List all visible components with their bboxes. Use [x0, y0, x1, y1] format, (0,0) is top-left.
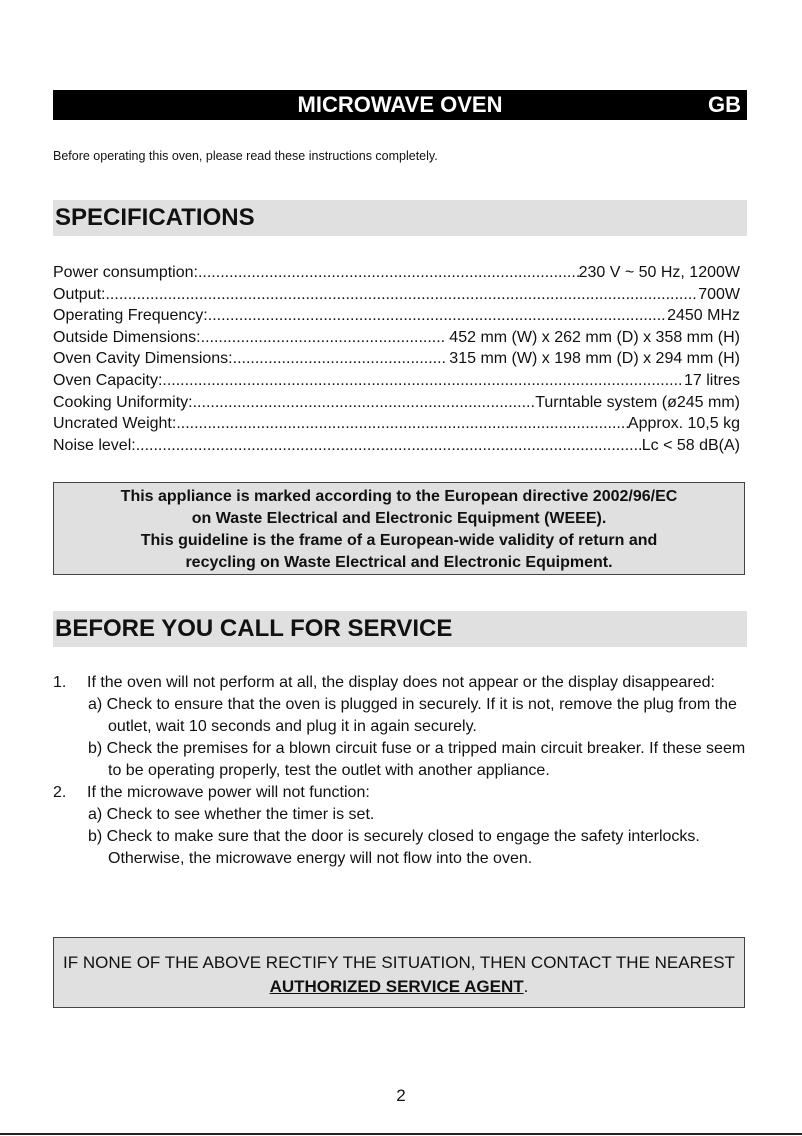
dot-leader: [198, 262, 579, 284]
dot-leader: [208, 305, 667, 327]
specifications-list: Power consumption: 230 V ~ 50 Hz, 1200WO…: [53, 262, 740, 456]
spec-value: Lc < 58 dB(A): [641, 436, 740, 454]
item-number: 2.: [53, 784, 67, 801]
item-text: If the oven will not perform at all, the…: [87, 674, 715, 691]
weee-line: on Waste Electrical and Electronic Equip…: [191, 510, 607, 527]
item-number: 1.: [53, 674, 67, 691]
dot-leader: [176, 413, 628, 435]
spec-value: Approx. 10,5 kg: [627, 415, 740, 433]
spec-row: Operating Frequency: 2450 MHz: [53, 305, 740, 327]
heading-text: BEFORE YOU CALL FOR SERVICE: [55, 615, 453, 642]
spec-value: 17 litres: [683, 371, 740, 389]
sub-item: b) Check the premises for a blown circui…: [88, 740, 746, 779]
weee-line: This appliance is marked according to th…: [120, 488, 678, 505]
spec-label: Operating Frequency:: [53, 307, 208, 325]
service-heading: BEFORE YOU CALL FOR SERVICE: [53, 611, 747, 647]
sub-item: a) Check to see whether the timer is set…: [88, 806, 375, 823]
sub-item: b) Check to make sure that the door is s…: [88, 828, 700, 867]
notice-emphasis: AUTHORIZED SERVICE AGENT: [269, 977, 524, 996]
spec-label: Output:: [53, 285, 106, 303]
spec-value: 700W: [698, 285, 740, 303]
spec-row: Outside Dimensions: 452 mm (W) x 262 mm …: [53, 327, 740, 349]
list-item: 2. If the microwave power will not functi…: [53, 782, 753, 804]
specifications-heading: SPECIFICATIONS: [53, 200, 747, 236]
spec-label: Oven Capacity:: [53, 371, 163, 389]
weee-notice: This appliance is marked according to th…: [53, 482, 745, 575]
spec-row: Uncrated Weight: Approx. 10,5 kg: [53, 413, 740, 435]
spec-label: Cooking Uniformity:: [53, 393, 193, 411]
spec-row: Output: 700W: [53, 284, 740, 306]
heading-text: SPECIFICATIONS: [55, 204, 255, 231]
page-number: 2: [396, 1086, 406, 1105]
header-bar: MICROWAVE OVEN GB: [53, 90, 747, 120]
dot-leader: [201, 327, 445, 349]
spec-row: Oven Cavity Dimensions: 315 mm (W) x 198…: [53, 348, 740, 370]
troubleshooting-list: 1. If the oven will not perform at all, t…: [53, 672, 753, 870]
spec-row: Noise level: Lc < 58 dB(A): [53, 435, 740, 457]
dot-leader: [136, 435, 642, 457]
spec-row: Power consumption: 230 V ~ 50 Hz, 1200W: [53, 262, 740, 284]
notice-end: .: [523, 977, 529, 996]
contact-notice: IF NONE OF THE ABOVE RECTIFY THE SITUATI…: [53, 937, 745, 1008]
spec-label: Oven Cavity Dimensions:: [53, 350, 233, 368]
notice-text: IF NONE OF THE ABOVE RECTIFY THE SITUATI…: [63, 953, 735, 972]
sub-item: a) Check to ensure that the oven is plug…: [88, 696, 737, 735]
spec-label: Uncrated Weight:: [53, 415, 177, 433]
spec-label: Noise level:: [53, 436, 136, 454]
dot-leader: [105, 284, 698, 306]
dot-leader: [233, 348, 445, 370]
dot-leader: [193, 392, 536, 414]
spec-value: 230 V ~ 50 Hz, 1200W: [578, 264, 740, 281]
spec-value: Turntable system (ø245 mm): [535, 393, 740, 411]
spec-label: Power consumption:: [53, 264, 198, 281]
spec-value: 2450 MHz: [667, 307, 740, 325]
spec-label: Outside Dimensions:: [53, 328, 201, 346]
language-code: GB: [708, 92, 741, 117]
item-text: If the microwave power will not function…: [87, 784, 370, 801]
list-item: 1. If the oven will not perform at all, t…: [53, 672, 753, 694]
spec-value: 315 mm (W) x 198 mm (D) x 294 mm (H): [444, 350, 740, 368]
spec-value: 452 mm (W) x 262 mm (D) x 358 mm (H): [444, 328, 740, 346]
document-title: MICROWAVE OVEN: [297, 92, 503, 117]
spec-row: Cooking Uniformity: Turntable system (ø24…: [53, 392, 740, 414]
weee-line: recycling on Waste Electrical and Electr…: [185, 554, 613, 571]
weee-line: This guideline is the frame of a Europea…: [140, 532, 658, 549]
dot-leader: [162, 370, 684, 392]
intro-text: Before operating this oven, please read …: [53, 149, 438, 163]
footer-rule: [0, 1133, 802, 1135]
spec-row: Oven Capacity: 17 litres: [53, 370, 740, 392]
